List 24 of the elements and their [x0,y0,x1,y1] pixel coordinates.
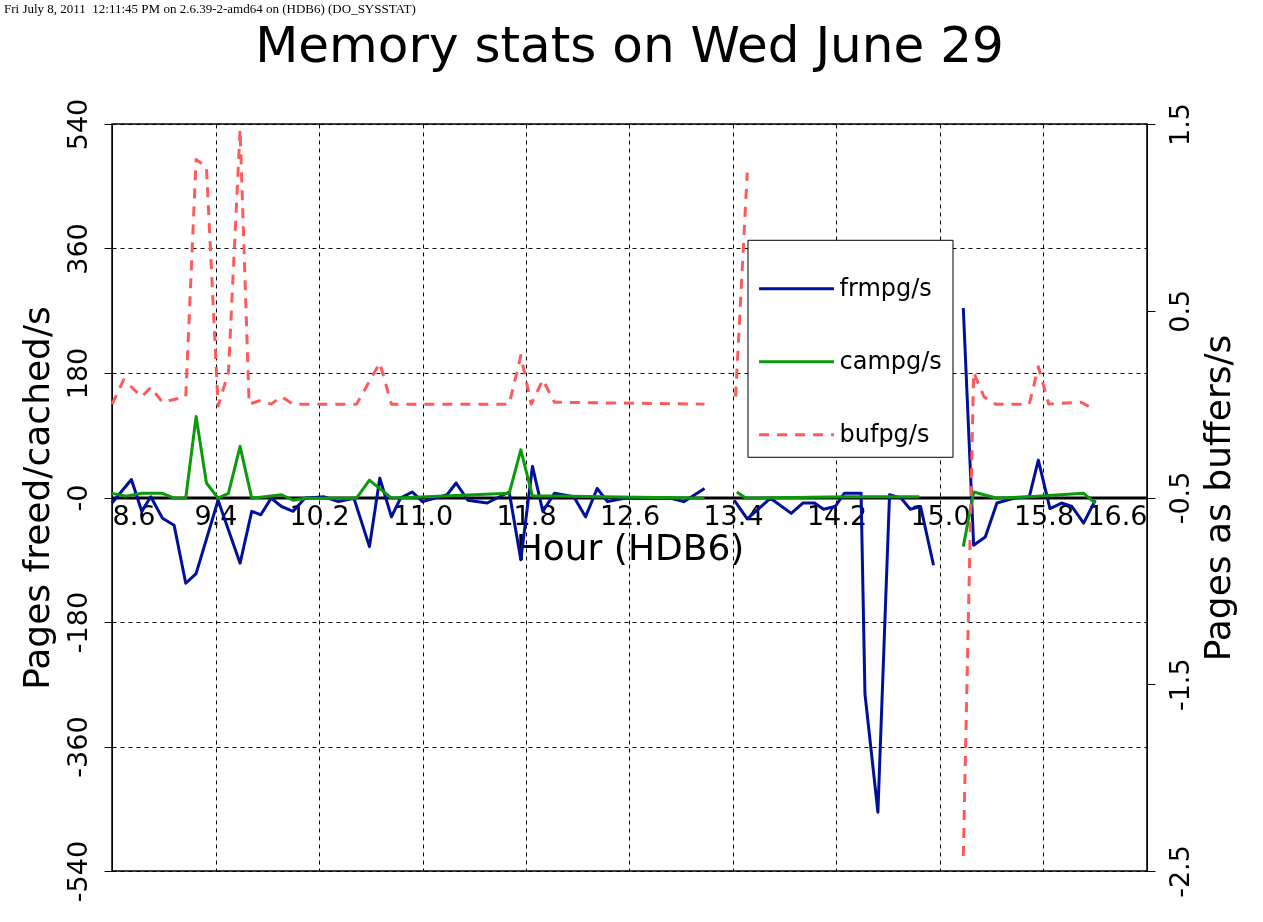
x-tick-label: 15.8 [1013,500,1075,531]
y2-tick-label: 0.5 [1163,289,1195,333]
x-tick-label: 16.6 [1087,500,1148,531]
text: Fri July 8, 2011 12:11:45 PM on 2.6.39-2-amd64 on (HDB6) (DO_SYSSTAT) [4,1,416,17]
y2-axis-title: Pages as buffers/s [1196,334,1238,662]
y-tick-label: 180 [61,347,93,400]
chart-title: Memory stats on Wed June 29 [255,16,1004,75]
legend-label: frmpg/s [839,273,932,302]
y2-tick-label: -1.5 [1163,658,1195,712]
y-tick-label: -360 [61,716,93,778]
y2-tick-label: 1.5 [1163,103,1195,146]
x-tick-label: 12.6 [599,500,661,531]
y2-tick-label: -0.5 [1163,471,1195,525]
x-tick-label: 10.2 [289,500,350,531]
y-tick-label: -540 [61,840,93,903]
x-tick-label: 11.0 [392,500,454,531]
y2-tick-label: -2.5 [1163,845,1195,898]
y-tick-label: -180 [61,591,93,654]
y-tick-label: 540 [61,98,93,151]
legend-label: bufpg/s [839,419,930,448]
y-axis-title: Pages freed/cached/s [15,306,57,690]
y-tick-label: 360 [61,223,93,275]
y-tick-label: -0 [61,484,93,512]
legend-label: campg/s [839,346,942,375]
